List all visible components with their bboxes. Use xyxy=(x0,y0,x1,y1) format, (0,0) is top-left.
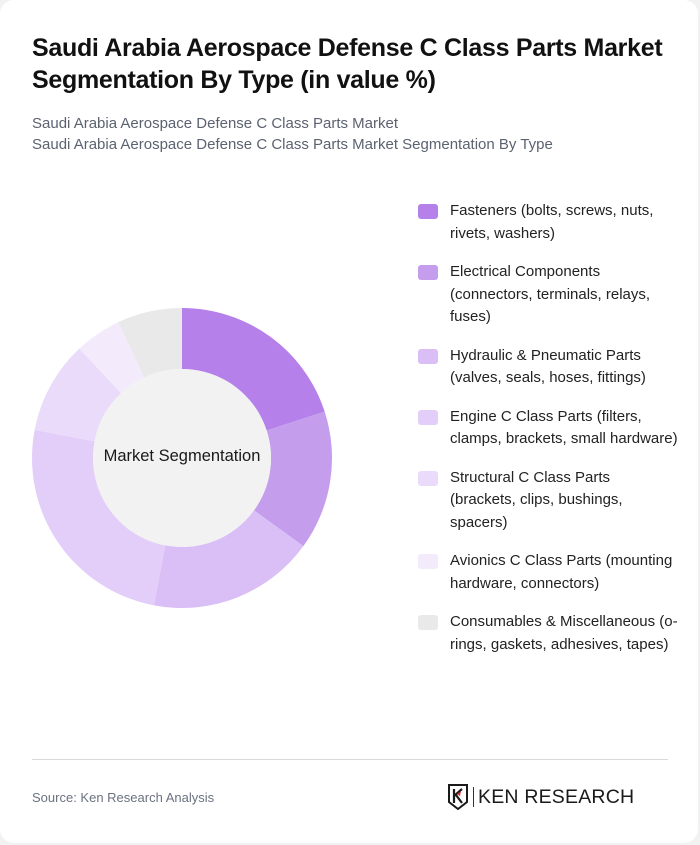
legend-item-hydraulic-pneumatic: Hydraulic & Pneumatic Parts (valves, sea… xyxy=(418,345,678,390)
donut-center-label: Market Segmentation xyxy=(103,447,261,465)
legend-label: Hydraulic & Pneumatic Parts (valves, sea… xyxy=(450,346,646,387)
chart-legend: Fasteners (bolts, screws, nuts, rivets, … xyxy=(418,200,678,672)
legend-label: Fasteners (bolts, screws, nuts, rivets, … xyxy=(450,202,654,242)
legend-swatch xyxy=(418,265,438,280)
donut-slice xyxy=(182,308,325,431)
donut-slice xyxy=(79,322,145,394)
chart-title: Saudi Arabia Aerospace Defense C Class P… xyxy=(32,34,663,94)
donut-hole xyxy=(93,369,271,547)
legend-label: Consumables & Miscellaneous (o-rings, ga… xyxy=(450,613,678,653)
legend-label: Avionics C Class Parts (mounting hardwar… xyxy=(450,552,673,592)
legend-swatch xyxy=(418,409,438,425)
legend-swatch xyxy=(418,204,438,219)
chart-subtitle: Saudi Arabia Aerospace Defense C Class P… xyxy=(32,113,672,155)
logo-separator xyxy=(473,787,474,807)
source-note: Source: Ken Research Analysis xyxy=(32,790,215,805)
subtitle-line-2: Saudi Arabia Aerospace Defense C Class P… xyxy=(32,136,553,153)
footer-divider xyxy=(32,759,668,760)
donut-slice xyxy=(254,411,332,547)
donut-slice xyxy=(153,510,304,608)
legend-item-electrical-components: Electrical Components (connectors, termi… xyxy=(418,261,678,329)
donut-chart xyxy=(32,308,332,608)
legend-label: Electrical Components (connectors, termi… xyxy=(450,263,651,325)
donut-slice xyxy=(34,348,122,442)
ken-research-logo: KEN RESEARCH xyxy=(447,784,634,810)
legend-label: Structural C Class Parts (brackets, clip… xyxy=(450,468,623,531)
legend-label: Engine C Class Parts (filters, clamps, b… xyxy=(450,407,678,448)
logo-wordmark: KEN RESEARCH xyxy=(478,785,635,808)
legend-swatch xyxy=(418,554,438,569)
donut-slice xyxy=(32,429,166,606)
donut-slice xyxy=(118,308,182,378)
legend-swatch xyxy=(418,348,438,364)
ken-research-shield-icon xyxy=(448,784,468,810)
legend-item-structural-parts: Structural C Class Parts (brackets, clip… xyxy=(418,467,678,535)
legend-item-avionics-parts: Avionics C Class Parts (mounting hardwar… xyxy=(418,550,678,595)
legend-item-consumables: Consumables & Miscellaneous (o-rings, ga… xyxy=(418,611,678,656)
legend-swatch xyxy=(418,470,438,486)
legend-item-fasteners: Fasteners (bolts, screws, nuts, rivets, … xyxy=(418,200,678,245)
legend-item-engine-parts: Engine C Class Parts (filters, clamps, b… xyxy=(418,406,678,451)
legend-swatch xyxy=(418,615,438,630)
subtitle-line-1: Saudi Arabia Aerospace Defense C Class P… xyxy=(32,115,399,132)
